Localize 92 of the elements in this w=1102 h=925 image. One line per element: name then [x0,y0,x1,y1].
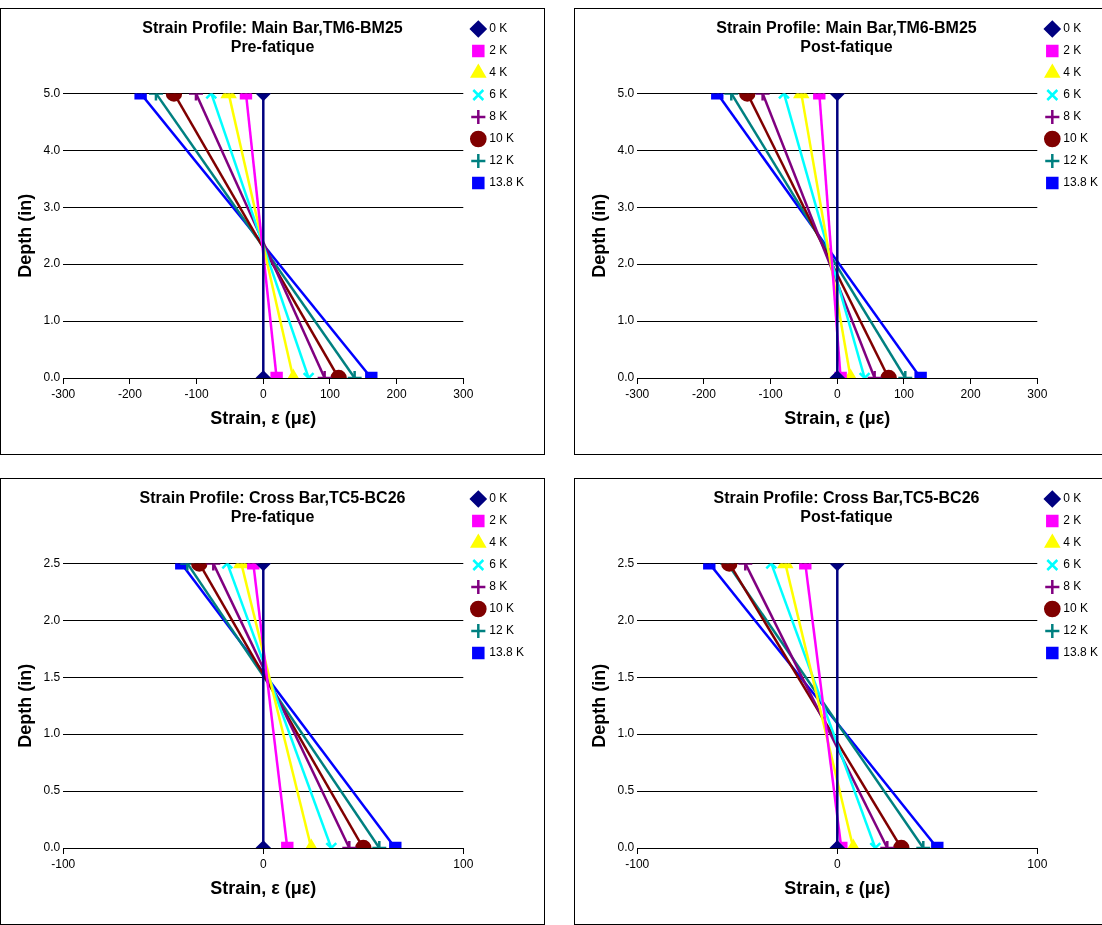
y-tick-label: 0.5 [43,783,61,798]
y-tick-label: 1.0 [617,313,635,328]
legend-label: 8 K [489,109,508,124]
legend-label: 13.8 K [1063,645,1099,660]
legend-label: 8 K [1063,109,1082,124]
y-axis-title: Depth (in) [588,193,609,278]
y-tick-label: 1.5 [617,669,635,684]
x-axis-title: Strain, ε (με) [210,408,317,429]
y-tick-label: 1.0 [43,726,61,741]
legend-label: 12 K [1063,623,1088,638]
legend-label: 13.8 K [1063,175,1099,190]
y-tick-label: 4.0 [43,142,61,157]
y-tick-label: 2.0 [43,612,61,627]
x-tick-label: -300 [51,386,76,401]
x-tick-label: 300 [1027,386,1048,401]
x-tick-label: 100 [893,386,915,401]
x-tick-label: 0 [259,386,267,401]
legend-label: 4 K [489,65,508,80]
x-tick-label: 100 [1027,856,1048,871]
x-tick-label: -100 [51,856,76,871]
legend-label: 12 K [489,623,514,638]
x-tick-label: 200 [960,386,981,401]
x-tick-label: 300 [453,386,474,401]
legend-label: 10 K [1063,131,1088,146]
y-tick-label: 1.0 [617,726,635,741]
chart-subtitle: Pre-fatique [230,508,315,526]
x-axis-title: Strain, ε (με) [784,878,891,899]
y-tick-label: 5.0 [617,85,635,100]
y-tick-label: 2.0 [617,612,635,627]
legend-label: 12 K [1063,153,1088,168]
legend-label: 2 K [1063,43,1082,58]
y-tick-label: 0.0 [43,840,61,855]
legend-label: 2 K [489,513,508,528]
x-tick-label: -100 [184,386,209,401]
x-tick-label: 0 [833,856,841,871]
chart-title: Strain Profile: Cross Bar,TC5-BC26 [139,489,406,507]
legend-label: 0 K [489,21,508,36]
x-tick-label: -200 [117,386,143,401]
y-tick-label: 4.0 [617,142,635,157]
legend-label: 10 K [1063,601,1088,616]
legend-label: 8 K [1063,579,1082,594]
x-tick-label: 0 [833,386,841,401]
chart-subtitle: Post-fatique [800,508,893,526]
y-tick-label: 3.0 [617,199,635,214]
x-tick-label: 0 [259,856,267,871]
legend-label: 13.8 K [489,175,525,190]
y-tick-label: 3.0 [43,199,61,214]
x-tick-label: 100 [319,386,341,401]
y-tick-label: 1.0 [43,313,61,328]
legend-label: 6 K [489,87,508,102]
legend-label: 4 K [1063,65,1082,80]
legend-label: 2 K [489,43,508,58]
y-axis-title: Depth (in) [14,193,35,278]
y-tick-label: 2.5 [43,555,61,570]
y-tick-label: 0.0 [43,370,61,385]
legend-label: 4 K [489,535,508,550]
legend-label: 10 K [489,131,514,146]
x-axis-title: Strain, ε (με) [784,408,891,429]
chart-title: Strain Profile: Cross Bar,TC5-BC26 [713,489,980,507]
legend-label: 6 K [489,557,508,572]
y-tick-label: 2.0 [43,256,61,271]
legend-label: 4 K [1063,535,1082,550]
y-tick-label: 2.0 [617,256,635,271]
x-tick-label: -200 [691,386,717,401]
chart-title: Strain Profile: Main Bar,TM6-BM25 [142,19,403,37]
x-tick-label: 200 [386,386,407,401]
y-tick-label: 0.0 [617,370,635,385]
legend-label: 10 K [489,601,514,616]
x-tick-label: 100 [453,856,474,871]
chart-title: Strain Profile: Main Bar,TM6-BM25 [716,19,977,37]
legend-label: 2 K [1063,513,1082,528]
legend-label: 0 K [1063,491,1082,506]
legend-label: 0 K [1063,21,1082,36]
y-tick-label: 5.0 [43,85,61,100]
chart-subtitle: Post-fatique [800,38,893,56]
legend-label: 6 K [1063,87,1082,102]
x-tick-label: -100 [758,386,783,401]
x-axis-title: Strain, ε (με) [210,878,317,899]
x-tick-label: -100 [625,856,650,871]
legend-label: 12 K [489,153,514,168]
legend-label: 0 K [489,491,508,506]
y-tick-label: 1.5 [43,669,61,684]
legend-label: 8 K [489,579,508,594]
y-tick-label: 2.5 [617,555,635,570]
y-axis-title: Depth (in) [588,663,609,748]
y-tick-label: 0.0 [617,840,635,855]
y-tick-label: 0.5 [617,783,635,798]
x-tick-label: -300 [625,386,650,401]
legend-label: 13.8 K [489,645,525,660]
chart-subtitle: Pre-fatique [230,38,315,56]
y-axis-title: Depth (in) [14,663,35,748]
legend-label: 6 K [1063,557,1082,572]
